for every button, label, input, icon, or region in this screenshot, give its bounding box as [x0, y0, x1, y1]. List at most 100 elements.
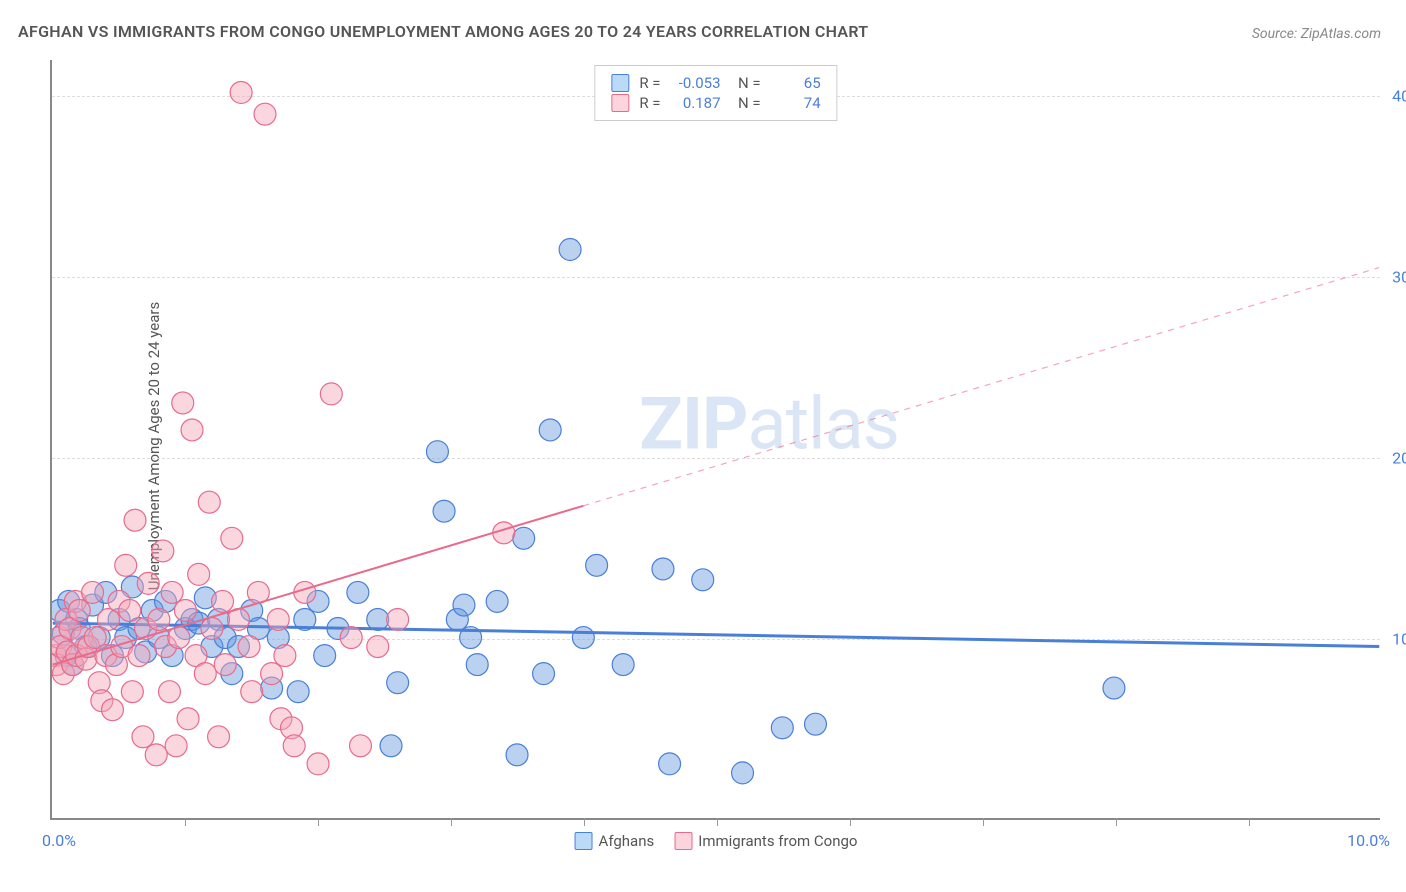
- data-point: [486, 590, 508, 612]
- data-point: [387, 609, 409, 631]
- legend-swatch-2: [674, 832, 692, 850]
- data-point: [659, 753, 681, 775]
- data-point: [433, 500, 455, 522]
- stat-n-val-2: 74: [771, 94, 821, 112]
- data-point: [307, 753, 329, 775]
- data-point: [172, 392, 194, 414]
- stat-r-val-1: -0.053: [671, 74, 721, 92]
- data-point: [314, 645, 336, 667]
- stats-row-2: R = 0.187 N = 74: [611, 94, 820, 112]
- data-point: [539, 419, 561, 441]
- data-point: [124, 509, 146, 531]
- data-point: [347, 581, 369, 603]
- data-point: [188, 563, 210, 585]
- legend-item-1: Afghans: [575, 832, 655, 850]
- data-point: [132, 726, 154, 748]
- data-point: [466, 654, 488, 676]
- stats-legend-box: R = -0.053 N = 65 R = 0.187 N = 74: [594, 65, 837, 121]
- data-point: [771, 717, 793, 739]
- stat-n-label-1: N =: [731, 74, 761, 92]
- data-point: [506, 744, 528, 766]
- data-point: [241, 681, 263, 703]
- stat-n-label-2: N =: [731, 94, 761, 112]
- data-point: [340, 627, 362, 649]
- data-point: [283, 735, 305, 757]
- y-tick-label: 30.0%: [1392, 268, 1406, 287]
- data-point: [165, 735, 187, 757]
- data-point: [367, 609, 389, 631]
- stat-r-val-2: 0.187: [671, 94, 721, 112]
- data-point: [320, 383, 342, 405]
- data-point: [121, 681, 143, 703]
- data-point: [145, 744, 167, 766]
- data-point: [387, 672, 409, 694]
- data-point: [367, 636, 389, 658]
- data-point: [533, 663, 555, 685]
- data-point: [201, 618, 223, 640]
- data-point: [1103, 677, 1125, 699]
- data-point: [287, 681, 309, 703]
- data-point: [559, 239, 581, 261]
- x-tick: [584, 818, 585, 826]
- data-point: [198, 491, 220, 513]
- data-point: [380, 735, 402, 757]
- data-point: [82, 581, 104, 603]
- stat-r-label-1: R =: [639, 74, 660, 92]
- data-point: [254, 103, 276, 125]
- data-point: [212, 590, 234, 612]
- plot-svg: [52, 60, 1380, 818]
- stat-n-val-1: 65: [771, 74, 821, 92]
- swatch-series-1: [611, 74, 629, 92]
- data-point: [115, 554, 137, 576]
- chart-title: AFGHAN VS IMMIGRANTS FROM CONGO UNEMPLOY…: [18, 22, 868, 41]
- data-point: [152, 540, 174, 562]
- x-tick: [717, 818, 718, 826]
- data-point: [732, 762, 754, 784]
- data-point: [159, 681, 181, 703]
- x-tick: [1249, 818, 1250, 826]
- x-tick: [185, 818, 186, 826]
- data-point: [174, 599, 196, 621]
- x-tick: [451, 818, 452, 826]
- data-point: [572, 627, 594, 649]
- data-point: [692, 569, 714, 591]
- stats-row-1: R = -0.053 N = 65: [611, 74, 820, 92]
- data-point: [181, 419, 203, 441]
- data-point: [214, 654, 236, 676]
- data-point: [194, 663, 216, 685]
- x-tick: [983, 818, 984, 826]
- trend-line-dashed: [583, 268, 1379, 506]
- data-point: [652, 558, 674, 580]
- x-axis-min-label: 0.0%: [42, 831, 76, 850]
- x-axis-max-label: 10.0%: [1347, 831, 1390, 850]
- data-point: [513, 527, 535, 549]
- data-point: [586, 554, 608, 576]
- data-point: [177, 708, 199, 730]
- data-point: [101, 699, 123, 721]
- data-point: [267, 609, 289, 631]
- data-point: [274, 645, 296, 667]
- legend-label-2: Immigrants from Congo: [698, 832, 857, 850]
- legend-item-2: Immigrants from Congo: [674, 832, 857, 850]
- y-tick-label: 20.0%: [1392, 449, 1406, 468]
- data-point: [261, 663, 283, 685]
- data-point: [230, 82, 252, 104]
- data-point: [426, 441, 448, 463]
- plot-area: R = -0.053 N = 65 R = 0.187 N = 74 ZIPat…: [50, 60, 1380, 820]
- data-point: [221, 527, 243, 549]
- data-point: [208, 726, 230, 748]
- stat-r-label-2: R =: [639, 94, 660, 112]
- x-tick: [850, 818, 851, 826]
- data-point: [453, 594, 475, 616]
- legend-swatch-1: [575, 832, 593, 850]
- source-credit: Source: ZipAtlas.com: [1252, 26, 1381, 42]
- x-tick: [318, 818, 319, 826]
- data-point: [119, 599, 141, 621]
- data-point: [805, 713, 827, 735]
- data-point: [350, 735, 372, 757]
- data-point: [612, 654, 634, 676]
- legend-bottom: Afghans Immigrants from Congo: [575, 832, 858, 850]
- data-point: [148, 609, 170, 631]
- data-point: [238, 636, 260, 658]
- data-point: [137, 572, 159, 594]
